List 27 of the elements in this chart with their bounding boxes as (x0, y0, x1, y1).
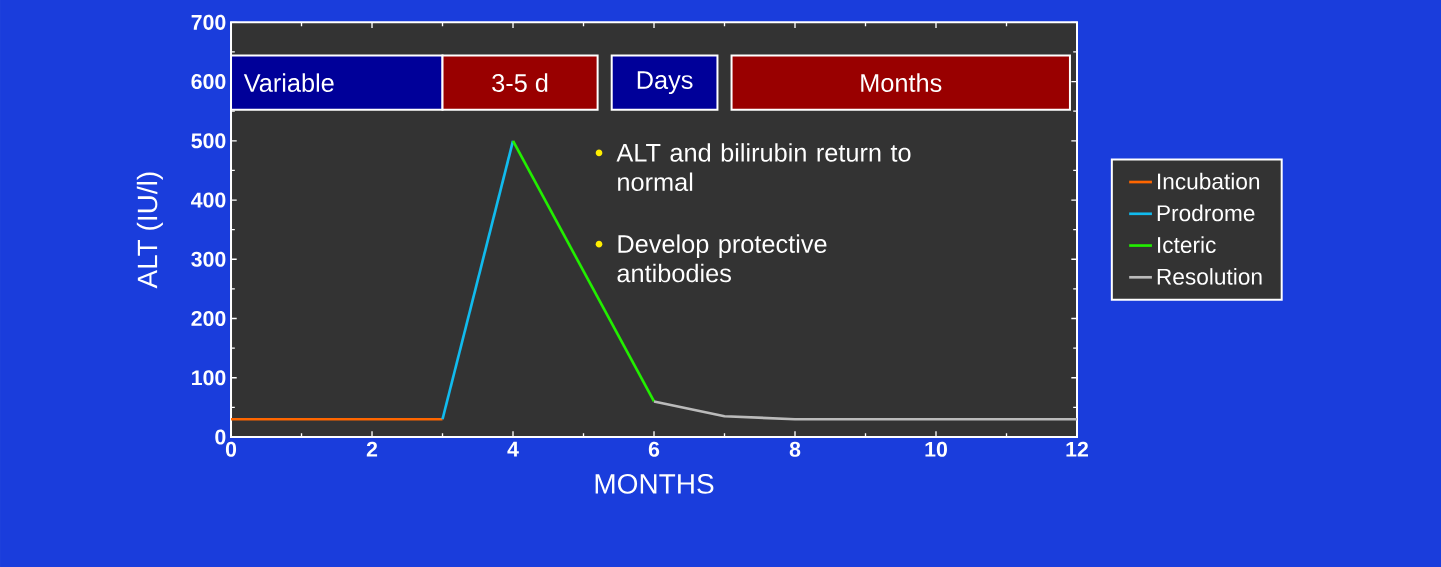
legend-label: Resolution (1157, 268, 1262, 285)
y-tick-label: 600 (191, 74, 226, 90)
x-tick-label: 6 (648, 441, 660, 457)
x-tick-label: 4 (507, 441, 519, 457)
y-tick-label: 0 (215, 429, 226, 445)
x-axis-title: MONTHS (595, 473, 714, 494)
y-tick-label: 500 (191, 133, 226, 149)
annotation: ALT and bilirubin return to normal (616, 143, 911, 192)
band-label: Months (861, 73, 942, 92)
y-tick-label: 200 (191, 310, 226, 327)
legend-label: Prodrome (1157, 204, 1255, 222)
x-tick-label: 0 (225, 441, 237, 457)
x-tick-label: 2 (366, 441, 378, 457)
band-label: 3-5 d (492, 73, 548, 92)
legend-label: Icteric (1158, 236, 1216, 253)
y-tick-label: 300 (191, 251, 226, 267)
band-label: Variable (243, 73, 334, 92)
x-tick-label: 8 (789, 441, 801, 457)
legend-label: Incubation (1158, 172, 1260, 190)
x-tick-label: 10 (925, 441, 947, 457)
y-axis-title: ALT (IU/l) (136, 172, 163, 289)
band-label: Days (637, 71, 693, 94)
annotation: Develop protective antibodies (617, 234, 827, 283)
y-tick-label: 100 (192, 370, 226, 386)
x-tick-label: 12 (1066, 441, 1088, 457)
y-tick-label: 700 (191, 14, 226, 30)
y-tick-label: 400 (191, 192, 226, 208)
